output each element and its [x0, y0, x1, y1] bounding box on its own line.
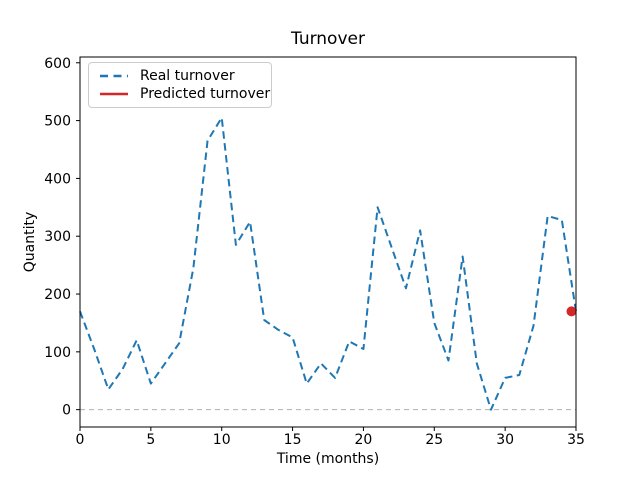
axes-border [79, 56, 577, 428]
x-axis-label: Time (months) [276, 451, 380, 467]
legend: Real turnover Predicted turnover [88, 62, 272, 108]
x-tick-label: 15 [284, 432, 302, 448]
y-tick-label: 100 [44, 345, 71, 361]
predicted-turnover-point [566, 306, 577, 317]
x-tick-label: 35 [567, 432, 585, 448]
y-axis-label: Quantity [22, 211, 38, 273]
dashed-line-icon [100, 74, 128, 78]
x-tick-label: 0 [76, 432, 85, 448]
y-tick-label: 200 [44, 287, 71, 303]
x-tick-label: 20 [355, 432, 373, 448]
legend-item-real-turnover: Real turnover [99, 68, 261, 84]
x-tick-label: 5 [146, 432, 155, 448]
y-tick-label: 0 [62, 403, 71, 419]
y-tick-label: 500 [44, 114, 71, 130]
real-turnover-line [79, 116, 577, 411]
legend-label: Predicted turnover [140, 86, 271, 102]
legend-item-predicted-turnover: Predicted turnover [99, 86, 270, 102]
x-tick-label: 30 [496, 432, 514, 448]
x-tick-label: 25 [425, 432, 443, 448]
solid-line-icon [100, 92, 128, 96]
legend-label: Real turnover [140, 68, 235, 84]
chart-title: Turnover [291, 29, 365, 49]
y-tick-label: 400 [44, 171, 71, 187]
y-tick-label: 600 [44, 56, 71, 72]
x-tick-label: 10 [213, 432, 231, 448]
y-tick-label: 300 [44, 229, 71, 245]
